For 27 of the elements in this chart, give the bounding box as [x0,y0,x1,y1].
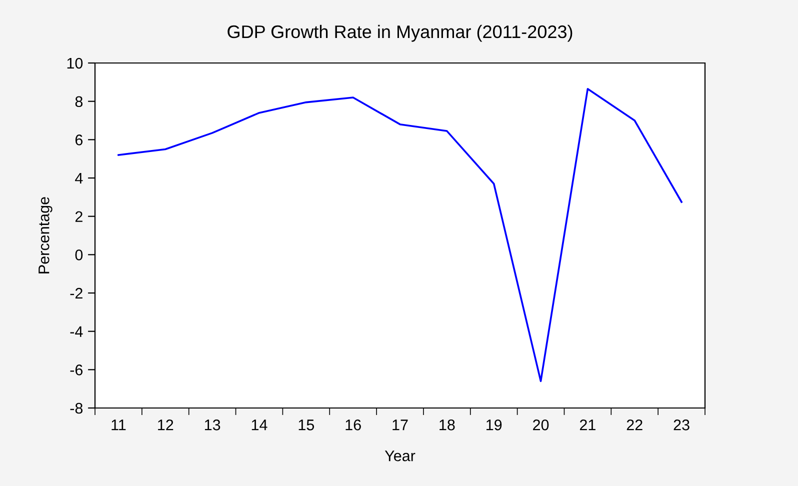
x-tick-label: 23 [674,420,690,430]
y-tick-label: -4 [70,326,83,337]
x-tick-label: 12 [158,420,174,430]
y-tick-label: 8 [75,96,83,108]
x-tick-label: 14 [252,420,268,430]
x-tick-label: 15 [298,420,314,430]
y-tick-label: 10 [67,58,83,69]
x-tick-label: 17 [392,420,408,430]
x-tick-label: 20 [533,420,549,430]
x-tick-label: 19 [486,420,502,430]
x-tick-label: 18 [440,420,455,430]
x-tick-label: 16 [346,420,361,430]
y-tick-label: -6 [70,364,83,376]
y-tick-label: 0 [75,250,83,260]
y-axis-title: Percentage [38,197,52,274]
chart-title: GDP Growth Rate in Myanmar (2011-2023) [228,24,572,42]
x-tick-label: 22 [626,420,642,430]
x-tick-label: 13 [204,420,220,430]
y-tick-label: 2 [75,211,82,222]
y-tick-label: -2 [70,288,82,299]
x-tick-label: 11 [112,420,126,430]
line-series [118,88,682,382]
y-tick-label: 4 [75,173,83,184]
x-tick-label: 21 [580,420,596,430]
x-axis-title: Year [384,450,416,462]
y-tick-label: -8 [70,402,83,414]
y-tick-label: 6 [75,134,83,146]
